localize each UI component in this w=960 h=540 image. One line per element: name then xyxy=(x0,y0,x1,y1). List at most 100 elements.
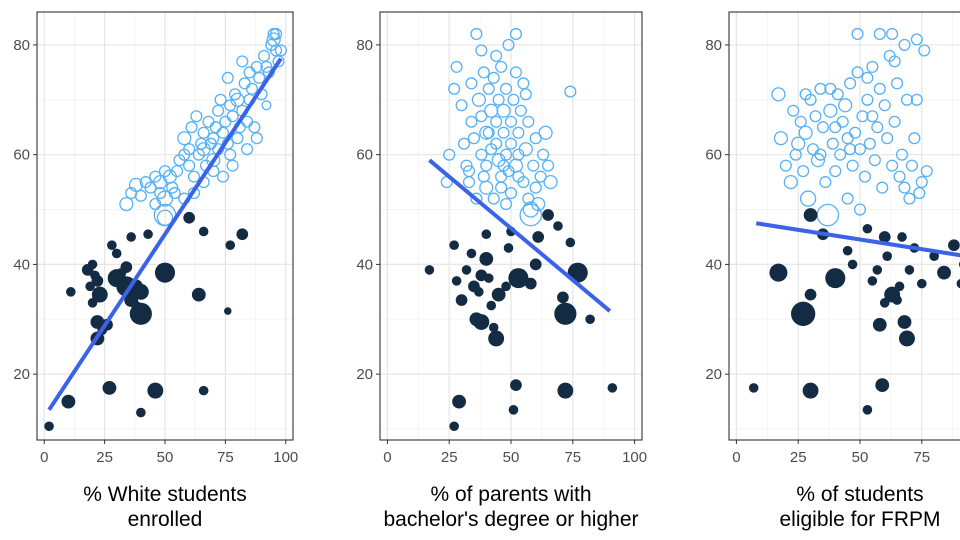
scatter-point-below xyxy=(532,231,545,243)
x-tick-label: 25 xyxy=(790,449,807,466)
scatter-point-above xyxy=(886,159,899,172)
scatter-point-above xyxy=(250,132,263,145)
x-tick-label: 50 xyxy=(503,449,520,466)
scatter-point-below xyxy=(129,302,152,325)
scatter-point-above xyxy=(272,55,285,68)
scatter-point-below xyxy=(107,240,117,251)
data-layer xyxy=(44,27,287,432)
scatter-point-above xyxy=(509,66,522,79)
scatter-point-below xyxy=(452,394,466,409)
scatter-point-below xyxy=(191,287,206,302)
scatter-point-above xyxy=(479,125,494,140)
scatter-point-above xyxy=(514,104,527,117)
scatter-point-below xyxy=(491,287,506,302)
scatter-point-above xyxy=(519,203,543,227)
scatter-point-below xyxy=(236,228,249,241)
x-tick-label: 75 xyxy=(564,449,581,466)
scatter-point-above xyxy=(851,27,864,40)
scatter-point-above xyxy=(538,125,553,140)
scatter-point-above xyxy=(490,137,503,150)
scatter-point-below xyxy=(802,382,819,399)
scatter-point-above xyxy=(497,159,510,172)
y-tick-label: 80 xyxy=(705,37,722,54)
scatter-point-above xyxy=(853,143,867,156)
y-tick-label: 40 xyxy=(13,256,30,273)
scatter-point-above xyxy=(168,187,181,200)
x-tick-label: 100 xyxy=(622,449,647,466)
scatter-point-below xyxy=(501,281,511,292)
scatter-point-above xyxy=(519,88,532,101)
scatter-point-below xyxy=(91,286,108,303)
scatter-point-below xyxy=(466,248,477,259)
scatter-point-below xyxy=(937,265,951,280)
scatter-point-above xyxy=(542,159,555,172)
scatter-point-above xyxy=(185,121,198,134)
scatter-point-below xyxy=(607,383,618,393)
scatter-point-below xyxy=(804,288,817,301)
scatter-point-above xyxy=(799,190,817,207)
scatter-point-below xyxy=(424,265,435,275)
scatter-point-above xyxy=(465,77,478,90)
scatter-point-above xyxy=(810,153,826,168)
scatter-point-above xyxy=(206,153,221,168)
scatter-point-above xyxy=(128,177,144,192)
scatter-point-above xyxy=(908,132,921,145)
scatter-point-below xyxy=(91,275,104,287)
scatter-point-above xyxy=(900,93,914,106)
scatter-point-below xyxy=(510,379,522,391)
scatter-point-below xyxy=(132,283,149,300)
x-tick-label: 50 xyxy=(852,449,869,466)
scatter-point-below xyxy=(449,240,459,251)
scatter-point-below xyxy=(481,229,492,240)
scatter-point-above xyxy=(216,126,230,139)
scatter-point-below xyxy=(503,243,514,253)
scatter-point-below xyxy=(585,314,595,325)
scatter-point-above xyxy=(192,148,205,161)
scatter-point-below xyxy=(183,211,196,224)
scatter-point-above xyxy=(261,100,272,111)
scatter-point-above xyxy=(841,192,854,205)
scatter-point-above xyxy=(537,148,550,161)
scatter-point-above xyxy=(809,110,822,123)
scatter-point-above xyxy=(814,82,827,95)
scatter-point-above xyxy=(851,66,864,79)
scatter-point-above xyxy=(873,82,886,95)
scatter-point-below xyxy=(554,302,577,325)
scatter-point-above xyxy=(214,93,227,106)
scatter-point-above xyxy=(477,66,490,79)
scatter-point-above xyxy=(495,60,508,73)
scatter-point-below xyxy=(508,405,519,415)
scatter-point-below xyxy=(61,394,76,409)
scatter-point-below xyxy=(956,279,960,289)
scatter-point-below xyxy=(862,223,873,234)
scatter-point-above xyxy=(858,170,871,183)
y-tick-label: 60 xyxy=(356,147,373,164)
data-layer xyxy=(424,27,618,432)
scatter-point-above xyxy=(496,103,511,118)
data-layer xyxy=(748,27,960,415)
scatter-point-above xyxy=(512,170,525,183)
scatter-point-above xyxy=(779,159,792,172)
scatter-point-above xyxy=(149,198,162,211)
scatter-point-above xyxy=(856,110,869,123)
scatter-point-above xyxy=(797,165,810,178)
scatter-point-above xyxy=(898,181,911,194)
scatter-point-above xyxy=(448,82,461,95)
scatter-point-below xyxy=(557,382,574,399)
scatter-point-below xyxy=(948,239,960,252)
scatter-point-below xyxy=(542,209,554,221)
scatter-point-below xyxy=(529,258,542,271)
scatter-point-above xyxy=(462,165,476,178)
scatter-point-below xyxy=(553,221,563,231)
scatter-point-above xyxy=(177,131,192,146)
scatter-point-above xyxy=(895,148,909,161)
scatter-point-above xyxy=(844,77,857,90)
scatter-point-above xyxy=(224,148,237,161)
scatter-point-above xyxy=(504,187,518,200)
scatter-point-below xyxy=(198,226,209,237)
scatter-point-above xyxy=(487,71,500,84)
scatter-point-below xyxy=(557,291,569,304)
scatter-point-above xyxy=(799,88,812,101)
scatter-point-below xyxy=(111,248,122,259)
panel-parents-bachelor: 0 25 50 75 100 20 40 60 80 % of parents withbache… xyxy=(356,11,647,531)
